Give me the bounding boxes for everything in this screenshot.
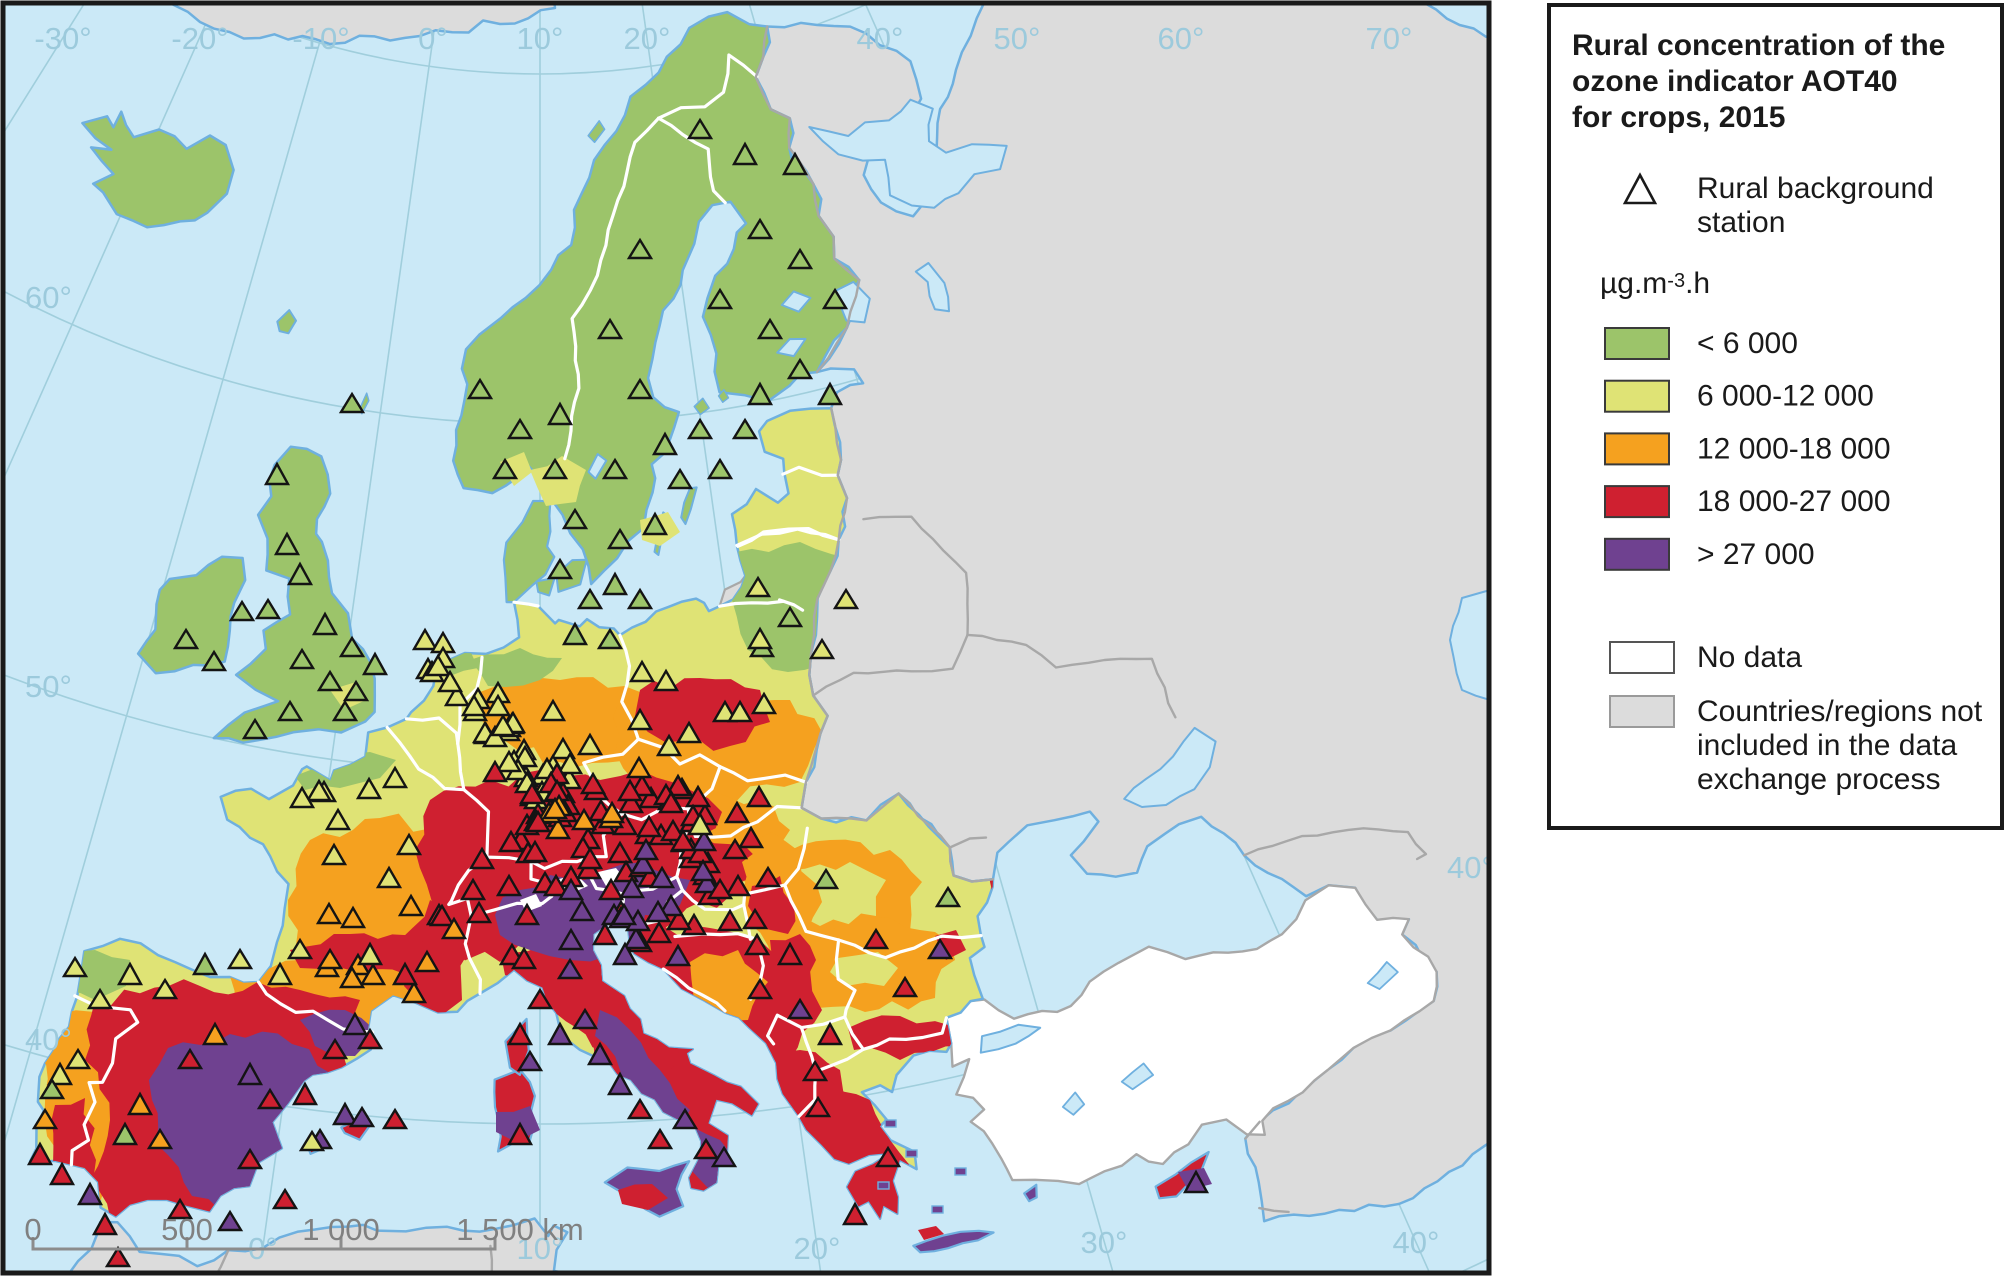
- svg-text:-30°: -30°: [34, 21, 91, 56]
- svg-text:exchange process: exchange process: [1697, 763, 1941, 796]
- svg-text:station: station: [1697, 206, 1785, 239]
- svg-text:> 27 000: > 27 000: [1697, 538, 1815, 571]
- svg-text:Countries/regions not: Countries/regions not: [1697, 695, 1983, 728]
- svg-text:12 000-18 000: 12 000-18 000: [1697, 432, 1891, 465]
- svg-text:40°: 40°: [857, 21, 904, 56]
- svg-text:40°: 40°: [1393, 1225, 1440, 1260]
- svg-text:included in the data: included in the data: [1697, 729, 1958, 762]
- svg-text:-10°: -10°: [292, 21, 349, 56]
- svg-text:40°: 40°: [25, 1022, 72, 1057]
- svg-text:50°: 50°: [994, 21, 1041, 56]
- svg-text:Rural background: Rural background: [1697, 172, 1934, 205]
- svg-text:10°: 10°: [517, 21, 564, 56]
- svg-text:-20°: -20°: [171, 21, 228, 56]
- svg-text:50°: 50°: [25, 669, 72, 704]
- svg-text:ozone indicator AOT40: ozone indicator AOT40: [1572, 65, 1898, 98]
- svg-text:< 6 000: < 6 000: [1697, 327, 1798, 360]
- svg-text:40°: 40°: [1447, 850, 1494, 885]
- svg-text:60°: 60°: [1158, 21, 1205, 56]
- svg-text:for crops, 2015: for crops, 2015: [1572, 101, 1785, 134]
- svg-text:60°: 60°: [25, 280, 72, 315]
- svg-text:20°: 20°: [794, 1231, 841, 1266]
- svg-text:0°: 0°: [418, 21, 448, 56]
- svg-text:Rural concentration of the: Rural concentration of the: [1572, 29, 1945, 62]
- svg-text:30°: 30°: [1081, 1225, 1128, 1260]
- svg-text:No data: No data: [1697, 641, 1802, 674]
- svg-text:6 000-12 000: 6 000-12 000: [1697, 380, 1874, 413]
- svg-text:10°: 10°: [517, 1231, 564, 1266]
- svg-text:20°: 20°: [624, 21, 671, 56]
- svg-text:0: 0: [24, 1212, 41, 1247]
- svg-text:µg.m-3.h: µg.m-3.h: [1600, 267, 1710, 300]
- svg-text:70°: 70°: [1366, 21, 1413, 56]
- svg-text:1 500 km: 1 500 km: [456, 1212, 584, 1247]
- svg-text:1 000: 1 000: [302, 1212, 380, 1247]
- svg-text:500: 500: [161, 1212, 213, 1247]
- svg-text:18 000-27 000: 18 000-27 000: [1697, 485, 1891, 518]
